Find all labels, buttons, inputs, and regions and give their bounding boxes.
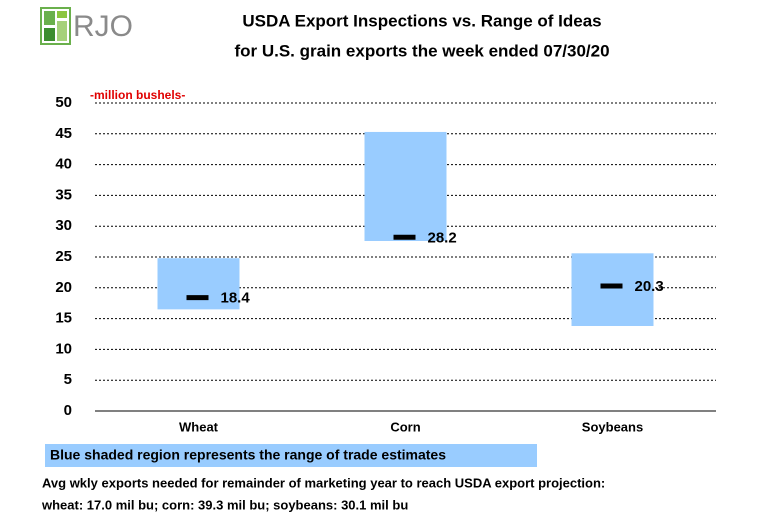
chart-subtitle: for U.S. grain exports the week ended 07…: [234, 41, 609, 60]
value-label: 28.2: [428, 229, 457, 246]
y-tick-label: 5: [64, 371, 72, 388]
x-tick-label: Wheat: [179, 419, 219, 434]
y-tick-label: 30: [55, 217, 72, 234]
y-tick-label: 45: [55, 125, 72, 142]
legend-label: Blue shaded region represents the range …: [50, 447, 446, 463]
y-tick-label: 35: [55, 186, 72, 203]
y-tick-label: 25: [55, 248, 72, 265]
range-bar: [157, 258, 240, 310]
value-label: 20.3: [635, 278, 664, 295]
value-label: 18.4: [221, 290, 251, 307]
chart-title: USDA Export Inspections vs. Range of Ide…: [242, 11, 601, 30]
logo-text: RJO: [73, 10, 133, 43]
note: Avg wkly exports needed for remainder of…: [42, 475, 605, 490]
x-tick-label: Soybeans: [582, 419, 643, 434]
range-bar: [571, 253, 654, 326]
y-tick-label: 15: [55, 310, 72, 327]
y-tick-label: 20: [55, 279, 72, 296]
range-bar: [364, 131, 447, 241]
y-axis-label: -million bushels-: [90, 88, 185, 102]
y-tick-label: 40: [55, 156, 72, 173]
note: wheat: 17.0 mil bu; corn: 39.3 mil bu; s…: [41, 497, 408, 512]
logo-icon: [40, 7, 71, 45]
y-tick-label: 10: [55, 340, 72, 357]
legend-swatch: [45, 444, 537, 467]
y-tick-label: 0: [64, 402, 72, 419]
x-tick-label: Corn: [390, 419, 420, 434]
y-tick-label: 50: [55, 94, 72, 111]
